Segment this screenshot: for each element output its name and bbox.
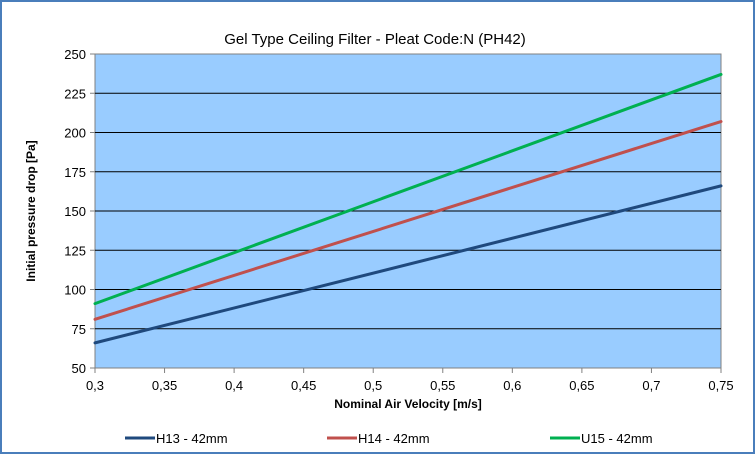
x-tick-label: 0,75 (708, 378, 733, 393)
x-tick-label: 0,5 (364, 378, 382, 393)
series-line-h14 (93, 120, 723, 321)
x-tick-label: 0,3 (86, 378, 104, 393)
y-tick-label: 125 (64, 243, 86, 258)
grid-lines (95, 92, 721, 330)
legend-item: U15 - 42mm (550, 431, 653, 446)
series-line-h13 (93, 184, 723, 345)
series-line-u15 (93, 72, 723, 306)
y-tick-label: 150 (64, 204, 86, 219)
line-chart: Gel Type Ceiling Filter - Pleat Code:N (… (24, 31, 734, 446)
x-tick-label: 0,35 (152, 378, 177, 393)
x-tick-label: 0,4 (225, 378, 243, 393)
y-tick-label: 100 (64, 283, 86, 298)
y-tick-label: 75 (72, 322, 86, 337)
y-tick-label: 225 (64, 86, 86, 101)
chart-title: Gel Type Ceiling Filter - Pleat Code:N (… (224, 31, 526, 48)
x-axis-ticks: 0,3 0,35 0,4 0,45 0,5 0,55 0,6 0,65 0,7 0,75 (86, 368, 734, 393)
x-tick-label: 0,45 (291, 378, 316, 393)
x-tick-label: 0,7 (642, 378, 660, 393)
legend-item: H14 - 42mm (327, 431, 430, 446)
x-axis-label: Nominal Air Velocity [m/s] (334, 397, 482, 411)
y-axis-label: Initial pressure drop [Pa] (24, 140, 38, 281)
x-tick-label: 0,55 (430, 378, 455, 393)
x-tick-label: 0,65 (569, 378, 594, 393)
legend: H13 - 42mm H14 - 42mm U15 - 42mm (125, 431, 653, 446)
y-tick-label: 175 (64, 165, 86, 180)
y-tick-label: 250 (64, 47, 86, 62)
y-tick-label: 200 (64, 126, 86, 141)
x-tick-label: 0,6 (503, 378, 521, 393)
series-lines (93, 72, 723, 345)
y-axis-ticks: 50 75 100 125 150 175 200 225 250 (64, 47, 95, 376)
legend-item: H13 - 42mm (125, 431, 228, 446)
legend-label: U15 - 42mm (581, 431, 653, 446)
legend-label: H13 - 42mm (156, 431, 228, 446)
legend-label: H14 - 42mm (358, 431, 430, 446)
y-tick-label: 50 (72, 361, 86, 376)
